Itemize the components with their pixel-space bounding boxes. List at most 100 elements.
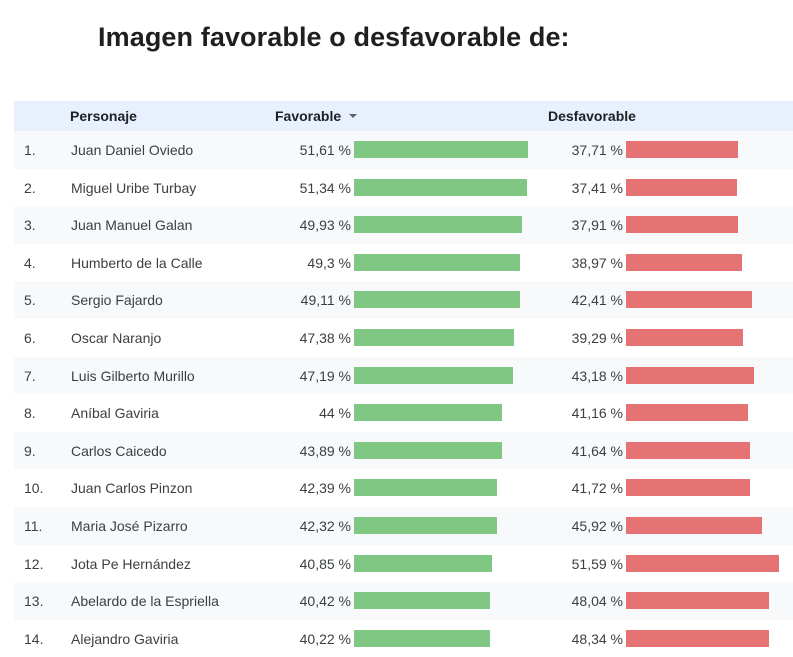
chart-title: Imagen favorable o desfavorable de:	[98, 22, 570, 52]
row-rank: 8.	[24, 405, 36, 422]
desfavorable-bar	[626, 479, 750, 497]
desfavorable-value-label: 41,16 %	[571, 405, 623, 422]
header-favorable-label: Favorable	[275, 108, 342, 124]
favorable-value-label: 51,34 %	[299, 179, 351, 196]
desfavorable-value-label: 48,34 %	[571, 630, 623, 647]
desfavorable-bar	[626, 441, 750, 459]
row-personaje: Sergio Fajardo	[71, 292, 163, 309]
row-personaje: Carlos Caicedo	[71, 442, 167, 459]
row-personaje: Juan Carlos Pinzon	[71, 480, 193, 497]
table-row[interactable]: 5. Sergio Fajardo 49,11 % 42,41 %	[14, 281, 793, 319]
favorable-bar	[354, 441, 502, 459]
ranking-table: Personaje Favorable Desfavorable 1. Juan …	[14, 101, 793, 657]
row-rank: 11.	[24, 517, 43, 534]
desfavorable-value-label: 45,92 %	[571, 517, 623, 534]
favorable-value-label: 44 %	[319, 405, 351, 422]
desfavorable-bar	[626, 291, 752, 309]
row-rank: 1.	[24, 142, 36, 158]
desfavorable-value-label: 37,91 %	[571, 217, 623, 234]
row-personaje: Luis Gilberto Murillo	[71, 367, 195, 384]
row-rank: 5.	[24, 292, 36, 309]
desfavorable-bar	[626, 253, 742, 271]
row-rank: 3.	[24, 217, 36, 234]
table-row[interactable]: 13. Abelardo de la Espriella 40,42 % 48,04 …	[14, 582, 793, 620]
header-personaje[interactable]: Personaje	[70, 108, 137, 124]
desfavorable-value-label: 37,41 %	[571, 179, 623, 196]
row-personaje: Abelardo de la Espriella	[71, 593, 219, 610]
desfavorable-value-label: 38,97 %	[571, 254, 623, 271]
favorable-bar	[354, 141, 528, 158]
table-row[interactable]: 1. Juan Daniel Oviedo 51,61 % 37,71 %	[14, 131, 793, 169]
row-rank: 6.	[24, 329, 36, 346]
favorable-value-label: 42,39 %	[299, 480, 351, 497]
table-row[interactable]: 9. Carlos Caicedo 43,89 % 41,64 %	[14, 431, 793, 470]
favorable-value-label: 40,85 %	[299, 555, 351, 572]
favorable-value-label: 40,22 %	[299, 630, 351, 647]
table-row[interactable]: 3. Juan Manuel Galan 49,93 % 37,91 %	[14, 206, 793, 244]
table-header: Personaje Favorable Desfavorable	[14, 101, 793, 131]
favorable-bar	[354, 328, 514, 346]
desfavorable-bar	[626, 328, 743, 346]
desfavorable-value-label: 48,04 %	[571, 593, 623, 610]
desfavorable-bar	[626, 216, 739, 234]
row-rank: 7.	[24, 367, 36, 384]
favorable-value-label: 47,19 %	[299, 367, 351, 384]
row-rank: 9.	[24, 442, 36, 459]
table-row[interactable]: 4. Humberto de la Calle 49,3 % 38,97 %	[14, 243, 793, 282]
table-body: 1. Juan Daniel Oviedo 51,61 % 37,71 % 2. Migu…	[14, 131, 793, 657]
desfavorable-value-label: 39,29 %	[571, 329, 623, 346]
desfavorable-bar	[626, 629, 770, 647]
desfavorable-bar	[626, 554, 779, 572]
desfavorable-bar	[626, 141, 738, 158]
favorable-value-label: 47,38 %	[299, 329, 351, 346]
table-row[interactable]: 14. Alejandro Gaviria 40,22 % 48,34 %	[14, 619, 793, 657]
table-row[interactable]: 8. Aníbal Gaviria 44 % 41,16 %	[14, 394, 793, 432]
row-personaje: Juan Manuel Galan	[71, 217, 193, 234]
desfavorable-value-label: 51,59 %	[571, 555, 623, 572]
desfavorable-value-label: 43,18 %	[571, 367, 623, 384]
favorable-value-label: 49,11 %	[300, 292, 351, 309]
desfavorable-bar	[626, 178, 737, 196]
row-personaje: Alejandro Gaviria	[71, 630, 179, 647]
row-personaje: Juan Daniel Oviedo	[71, 142, 194, 158]
table-row[interactable]: 7. Luis Gilberto Murillo 47,19 % 43,18 %	[14, 356, 793, 395]
desfavorable-bar	[626, 366, 755, 384]
row-personaje: Miguel Uribe Turbay	[71, 179, 197, 196]
row-rank: 10.	[24, 480, 44, 497]
favorable-bar	[354, 253, 521, 271]
header-desfavorable[interactable]: Desfavorable	[548, 108, 636, 124]
row-rank: 4.	[24, 254, 36, 271]
table-row[interactable]: 11. Maria José Pizarro 42,32 % 45,92 %	[14, 506, 793, 545]
row-rank: 12.	[24, 555, 44, 572]
row-rank: 13.	[24, 593, 44, 610]
favorable-bar	[354, 366, 514, 384]
favorable-bar	[354, 629, 490, 647]
favorable-value-label: 49,93 %	[299, 217, 351, 234]
row-personaje: Maria José Pizarro	[71, 517, 188, 534]
desfavorable-value-label: 41,64 %	[571, 442, 623, 459]
favorable-bar	[354, 479, 497, 497]
favorable-value-label: 51,61 %	[299, 142, 351, 158]
desfavorable-bar	[626, 592, 769, 610]
desfavorable-bar	[626, 516, 763, 534]
desfavorable-value-label: 41,72 %	[571, 480, 623, 497]
row-rank: 14.	[24, 630, 44, 647]
table-row[interactable]: 6. Oscar Naranjo 47,38 % 39,29 %	[14, 318, 793, 357]
favorable-value-label: 42,32 %	[299, 517, 351, 534]
table-row[interactable]: 12. Jota Pe Hernández 40,85 % 51,59 %	[14, 544, 793, 583]
table-row[interactable]: 2. Miguel Uribe Turbay 51,34 % 37,41 %	[14, 168, 793, 207]
row-personaje: Jota Pe Hernández	[71, 555, 191, 572]
favorable-bar	[354, 291, 520, 309]
sort-descending-icon[interactable]	[349, 114, 358, 119]
desfavorable-bar	[626, 404, 749, 422]
row-personaje: Humberto de la Calle	[71, 254, 203, 271]
row-personaje: Oscar Naranjo	[71, 329, 162, 346]
favorable-bar	[354, 592, 491, 610]
favorable-value-label: 49,3 %	[307, 254, 351, 271]
desfavorable-value-label: 42,41 %	[571, 292, 623, 309]
row-personaje: Aníbal Gaviria	[71, 405, 159, 422]
favorable-bar	[354, 554, 492, 572]
row-rank: 2.	[24, 179, 36, 196]
table-row[interactable]: 10. Juan Carlos Pinzon 42,39 % 41,72 %	[14, 469, 793, 507]
header-favorable[interactable]: Favorable	[275, 108, 358, 124]
